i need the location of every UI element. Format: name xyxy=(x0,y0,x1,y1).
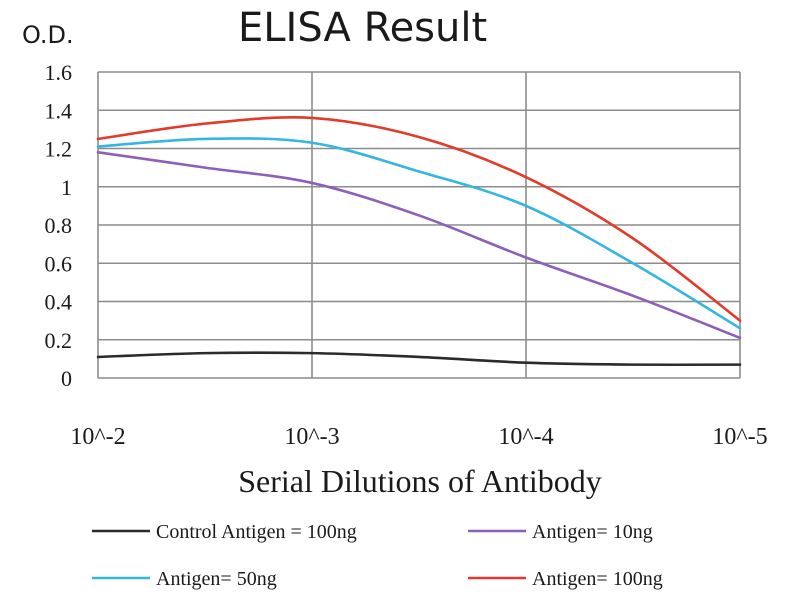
x-axis-label: Serial Dilutions of Antibody xyxy=(238,463,602,499)
chart-title: ELISA Result xyxy=(238,5,487,51)
series-lines xyxy=(96,116,742,367)
legend-label-antigen-10ng: Antigen= 10ng xyxy=(532,521,653,543)
legend-label-antigen-50ng: Antigen= 50ng xyxy=(156,568,277,590)
series-line-antigen-10ng xyxy=(96,151,742,340)
legend: Control Antigen = 100ng Antigen= 10ng An… xyxy=(92,521,663,590)
y-tick-label: 0.2 xyxy=(45,328,73,353)
x-tick-label: 10^-2 xyxy=(70,424,125,450)
legend-item-antigen-100ng: Antigen= 100ng xyxy=(468,568,663,590)
x-tick-labels: 10^-2 10^-3 10^-4 10^-5 xyxy=(70,424,767,450)
legend-item-antigen-10ng: Antigen= 10ng xyxy=(468,521,653,543)
series-line-antigen-100ng xyxy=(96,116,742,322)
x-tick-label: 10^-5 xyxy=(712,424,767,450)
legend-item-antigen-50ng: Antigen= 50ng xyxy=(92,568,277,590)
y-tick-labels: 0 0.2 0.4 0.6 0.8 1 1.2 1.4 1.6 xyxy=(45,60,73,391)
legend-label-control: Control Antigen = 100ng xyxy=(156,521,357,543)
y-tick-label: 0 xyxy=(61,366,72,391)
grid xyxy=(97,71,741,379)
x-tick-label: 10^-4 xyxy=(498,424,553,450)
y-axis-label: O.D. xyxy=(22,21,74,49)
series-line-antigen-50ng xyxy=(96,137,742,330)
y-tick-label: 1.2 xyxy=(45,137,73,162)
y-tick-label: 1 xyxy=(61,175,72,200)
y-tick-label: 1.4 xyxy=(45,98,73,123)
y-tick-label: 0.6 xyxy=(45,251,73,276)
y-tick-label: 1.6 xyxy=(45,60,73,85)
y-tick-label: 0.8 xyxy=(45,213,73,238)
legend-item-control: Control Antigen = 100ng xyxy=(92,521,357,543)
legend-label-antigen-100ng: Antigen= 100ng xyxy=(532,568,663,590)
y-tick-label: 0.4 xyxy=(45,290,73,315)
series-line-control-antigen-100ng xyxy=(96,351,742,367)
x-tick-label: 10^-3 xyxy=(284,424,339,450)
